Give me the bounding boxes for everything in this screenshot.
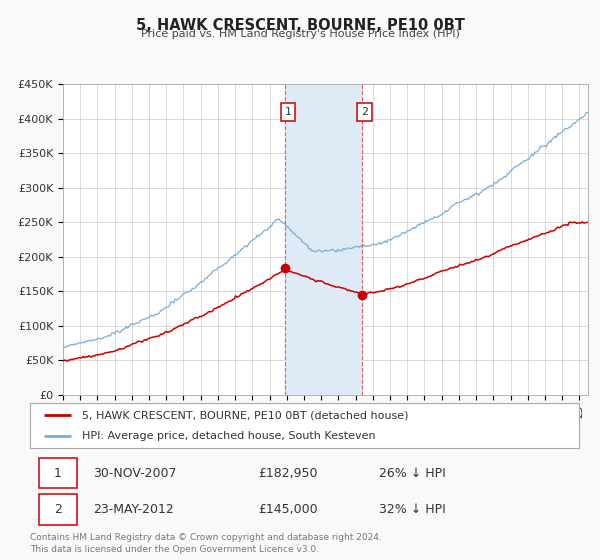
Text: Contains HM Land Registry data © Crown copyright and database right 2024.
This d: Contains HM Land Registry data © Crown c…	[30, 533, 382, 554]
FancyBboxPatch shape	[40, 494, 77, 525]
Text: £145,000: £145,000	[258, 503, 317, 516]
Text: 5, HAWK CRESCENT, BOURNE, PE10 0BT: 5, HAWK CRESCENT, BOURNE, PE10 0BT	[136, 18, 464, 33]
Text: 5, HAWK CRESCENT, BOURNE, PE10 0BT (detached house): 5, HAWK CRESCENT, BOURNE, PE10 0BT (deta…	[82, 410, 409, 421]
Text: HPI: Average price, detached house, South Kesteven: HPI: Average price, detached house, Sout…	[82, 431, 376, 441]
Text: Price paid vs. HM Land Registry's House Price Index (HPI): Price paid vs. HM Land Registry's House …	[140, 29, 460, 39]
Text: 2: 2	[361, 106, 368, 116]
FancyBboxPatch shape	[40, 458, 77, 488]
Text: 32% ↓ HPI: 32% ↓ HPI	[379, 503, 445, 516]
Text: 26% ↓ HPI: 26% ↓ HPI	[379, 466, 445, 480]
Text: £182,950: £182,950	[258, 466, 317, 480]
Text: 1: 1	[54, 466, 62, 480]
Bar	[286, 84, 362, 395]
Text: 1: 1	[284, 106, 292, 116]
Text: 30-NOV-2007: 30-NOV-2007	[93, 466, 176, 480]
Text: 2: 2	[54, 503, 62, 516]
Text: 23-MAY-2012: 23-MAY-2012	[93, 503, 174, 516]
